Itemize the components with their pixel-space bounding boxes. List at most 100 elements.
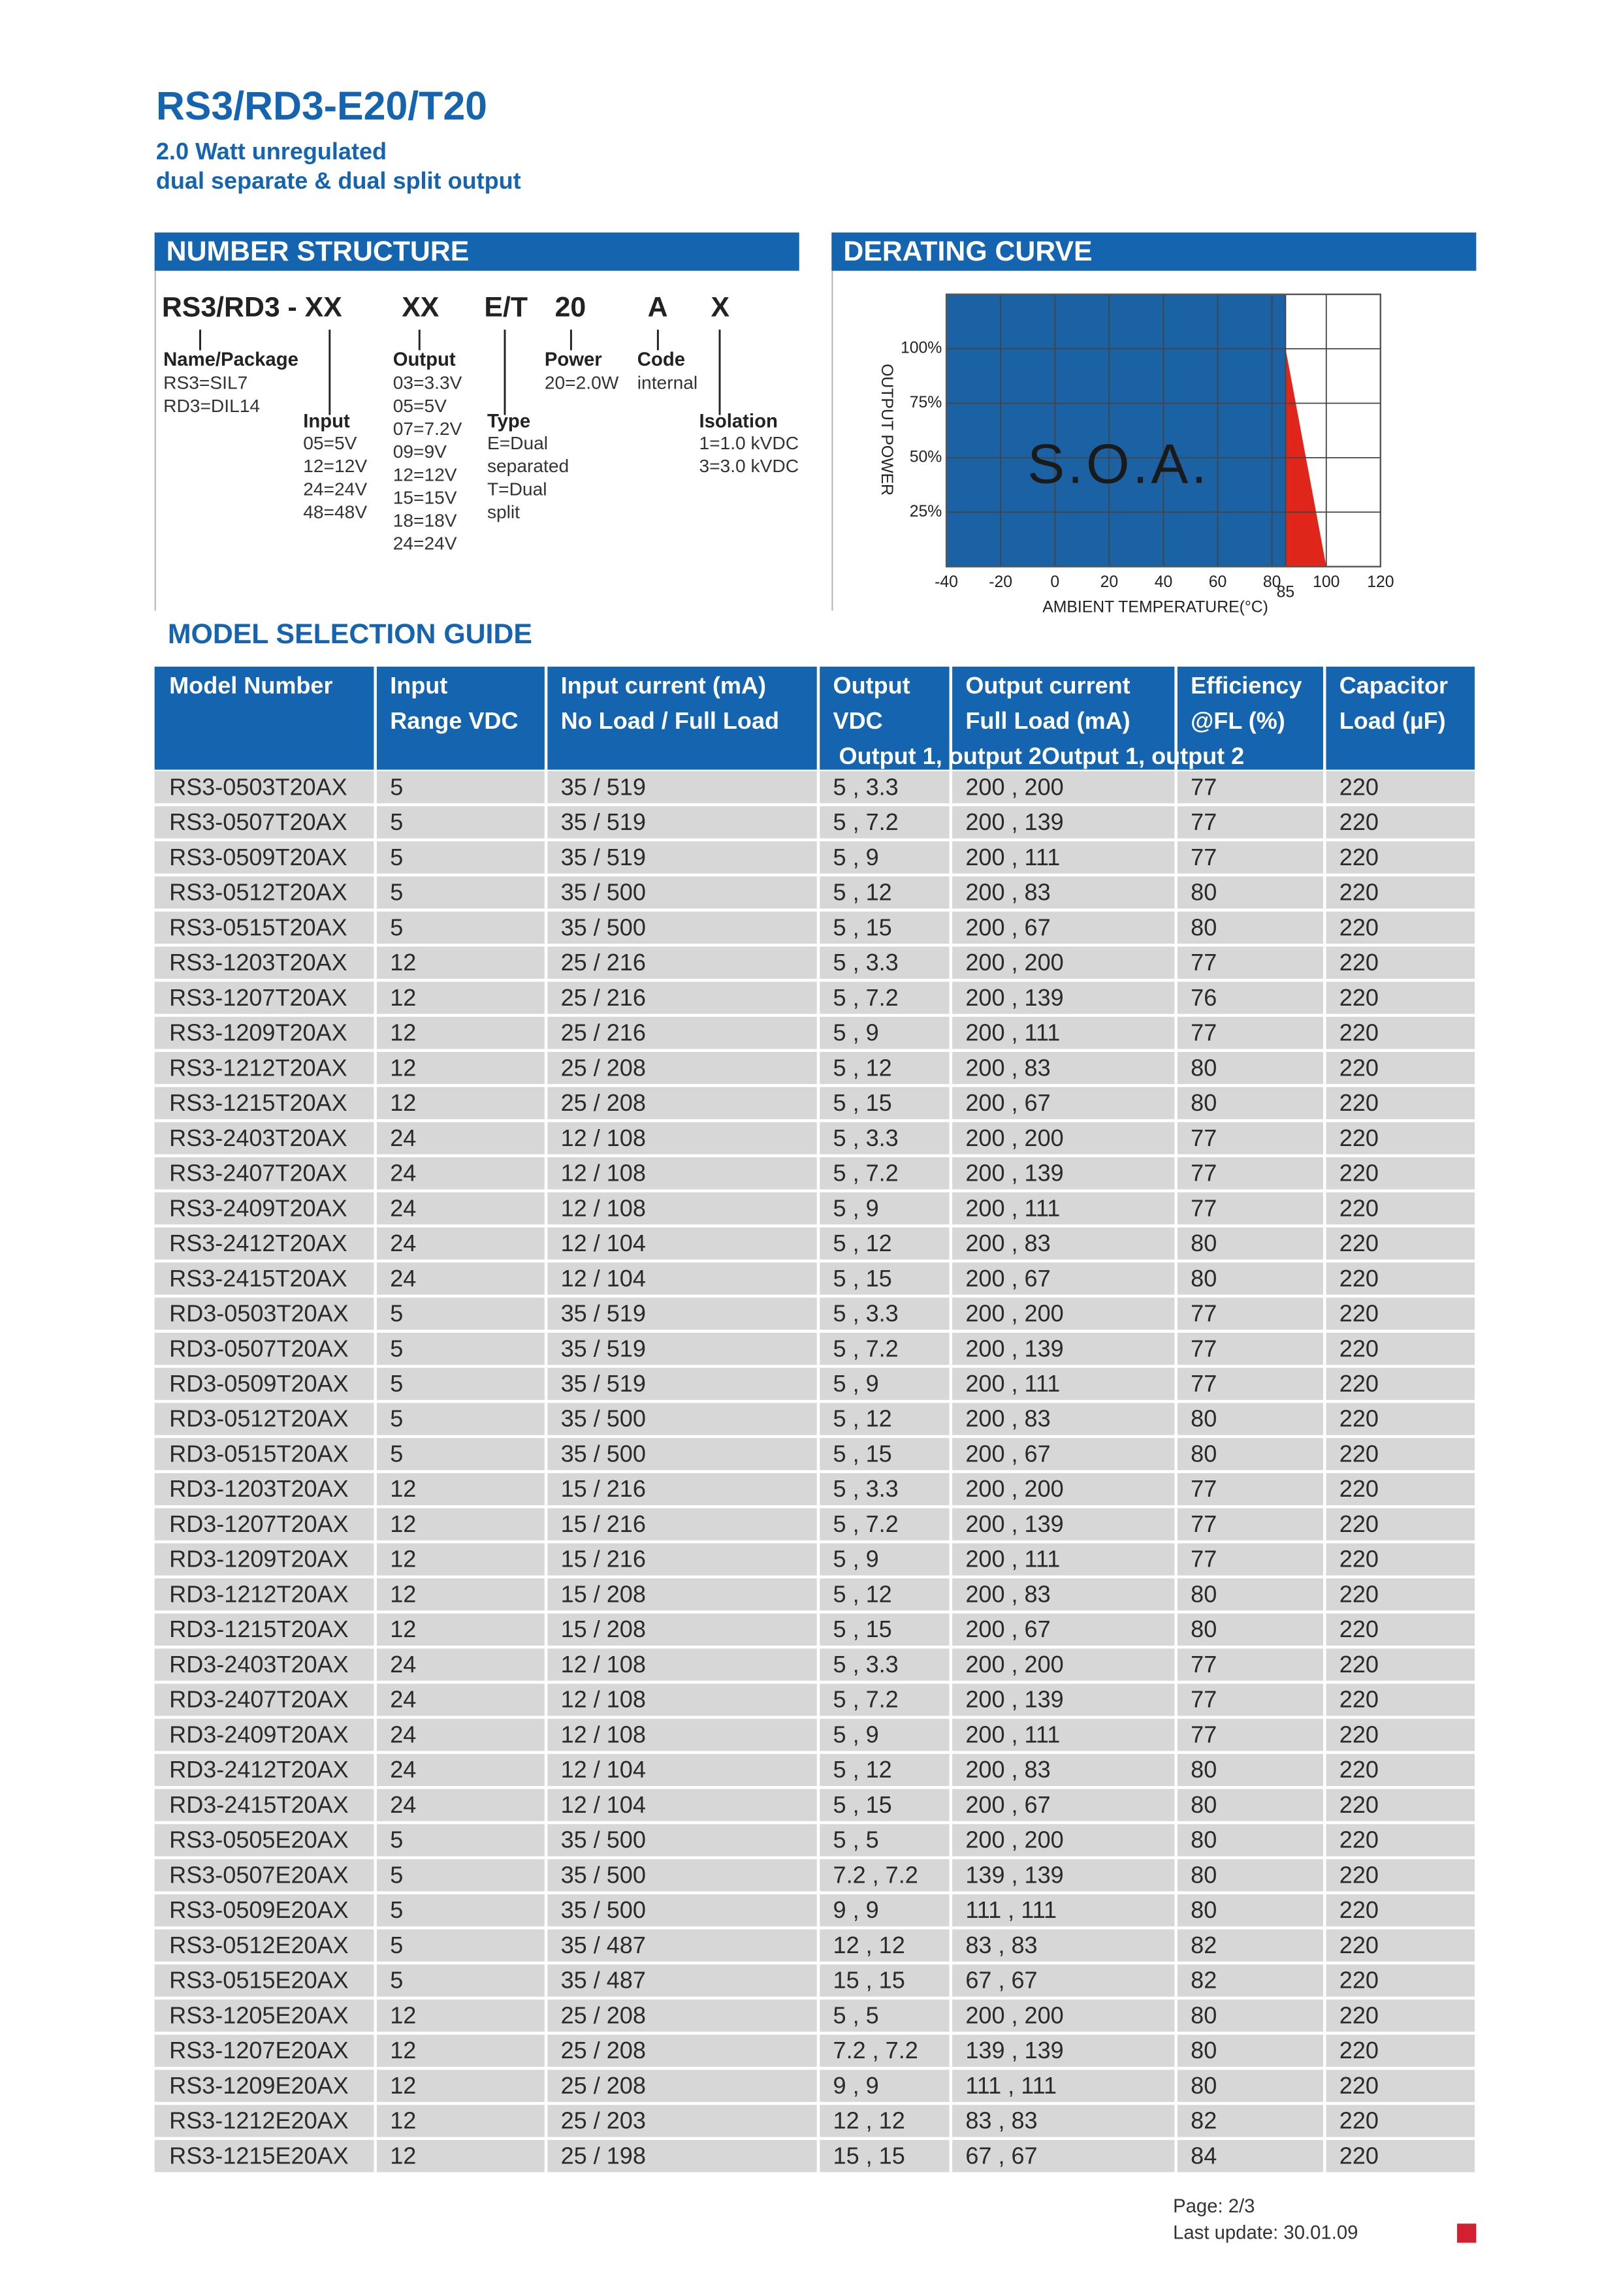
table-cell — [1177, 1753, 1323, 1787]
table-cell — [376, 1753, 545, 1787]
cell-text: 220 — [1339, 1967, 1379, 1994]
table-cell — [154, 841, 374, 874]
cell-text: 12 / 104 — [561, 1756, 646, 1783]
cell-text: 139 , 139 — [965, 1861, 1063, 1888]
cell-text: RS3-0509T20AX — [169, 844, 347, 870]
cell-text: 80 — [1191, 1896, 1217, 1923]
cell-text: 220 — [1339, 1861, 1379, 1888]
cell-text: 77 — [1191, 844, 1217, 870]
cell-text: 35 / 500 — [561, 879, 646, 906]
table-cell — [547, 1929, 817, 1962]
table-cell — [952, 771, 1175, 804]
table-cell — [820, 981, 950, 1014]
table-cell — [547, 1087, 817, 1119]
header-text: Capacitor — [1339, 672, 1448, 699]
cell-text: 200 , 139 — [965, 1510, 1063, 1537]
cell-text: 25 / 216 — [561, 1019, 646, 1046]
table-cell — [547, 771, 817, 804]
cell-text: 220 — [1339, 1054, 1379, 1081]
cell-text: 77 — [1191, 1335, 1217, 1362]
cell-text: 7.2 , 7.2 — [833, 1861, 918, 1888]
table-cell — [1326, 1929, 1475, 1962]
cell-text: 24 — [390, 1791, 416, 1818]
cell-text: 12 / 104 — [561, 1265, 646, 1292]
table-cell — [376, 2069, 545, 2102]
table-cell — [154, 1578, 374, 1611]
table-cell — [820, 1122, 950, 1155]
header-text: Output current — [965, 672, 1130, 699]
cell-text: 5 , 3.3 — [833, 1124, 899, 1151]
y-tick-label: 75% — [910, 394, 942, 411]
table-cell — [1326, 876, 1475, 909]
cell-text: 35 / 487 — [561, 1932, 646, 1958]
cell-text: 5 — [390, 1932, 403, 1958]
table-cell — [952, 1683, 1175, 1716]
table-cell — [376, 1859, 545, 1892]
cell-text: 5 — [390, 1896, 403, 1923]
cell-text: 12 — [390, 2037, 416, 2064]
table-cell — [1326, 1087, 1475, 1119]
table-cell — [820, 1087, 950, 1119]
table-cell — [952, 1051, 1175, 1085]
table-cell — [154, 876, 374, 909]
table-cell — [952, 1719, 1175, 1751]
table-cell — [154, 1894, 374, 1927]
x-tick-label: 0 — [1050, 573, 1059, 591]
table-cell — [820, 1192, 950, 1225]
header-text: Full Load (mA) — [965, 707, 1130, 734]
table-cell — [547, 806, 817, 838]
table-cell — [1177, 1298, 1323, 1330]
field-value: RD3=DIL14 — [163, 396, 260, 416]
table-cell — [1326, 1648, 1475, 1681]
cell-text: 5 , 12 — [833, 1580, 892, 1607]
table-cell — [547, 1613, 817, 1646]
cell-text: 5 — [390, 1370, 403, 1397]
table-cell — [547, 1824, 817, 1857]
cell-text: 220 — [1339, 984, 1379, 1011]
table-cell — [1326, 841, 1475, 874]
cell-text: 5 — [390, 773, 403, 800]
code-part: RS3/RD3 - XX — [162, 292, 342, 323]
table-cell — [952, 1578, 1175, 1611]
field-value: 07=7.2V — [393, 419, 462, 439]
table-cell — [1177, 2069, 1323, 2102]
cell-text: 12 / 104 — [561, 1230, 646, 1256]
table-cell — [547, 1367, 817, 1400]
table-cell — [376, 1508, 545, 1540]
cell-text: 12 / 108 — [561, 1686, 646, 1713]
cell-text: RS3-1215E20AX — [169, 2142, 349, 2169]
subtitle: dual separate & dual split output — [156, 167, 521, 194]
table-cell — [1326, 1578, 1475, 1611]
header-text: Input current (mA) — [561, 672, 766, 699]
cell-text: 220 — [1339, 1475, 1379, 1502]
x-tick-label: 100 — [1313, 573, 1339, 591]
cell-text: 200 , 139 — [965, 1160, 1063, 1187]
table-cell — [376, 1332, 545, 1365]
cell-text: RS3-1212T20AX — [169, 1054, 347, 1081]
table-cell — [952, 1403, 1175, 1435]
table-cell — [154, 1122, 374, 1155]
table-cell — [1326, 1262, 1475, 1295]
cell-text: 80 — [1191, 1861, 1217, 1888]
cell-text: RD3-2409T20AX — [169, 1721, 349, 1747]
connectors — [199, 329, 721, 415]
table-cell — [820, 2140, 950, 2173]
cell-text: 5 , 15 — [833, 1440, 892, 1467]
table-cell — [1326, 806, 1475, 838]
cell-text: 80 — [1191, 1440, 1217, 1467]
table-cell — [820, 1648, 950, 1681]
cell-text: 200 , 67 — [965, 1791, 1050, 1818]
x-tick-label: 80 — [1263, 573, 1281, 591]
cell-text: 77 — [1191, 1160, 1217, 1187]
cell-text: 200 , 200 — [965, 1475, 1063, 1502]
cell-text: RD3-0507T20AX — [169, 1335, 349, 1362]
table-cell — [1326, 2140, 1475, 2173]
cell-text: 5 , 5 — [833, 2001, 879, 2028]
field-value: E=Dual — [487, 433, 548, 453]
table-cell — [547, 1227, 817, 1260]
cell-text: 220 — [1339, 1300, 1379, 1327]
table-cell — [154, 1298, 374, 1330]
cell-text: 200 , 111 — [965, 1019, 1060, 1046]
cell-text: 220 — [1339, 1756, 1379, 1783]
